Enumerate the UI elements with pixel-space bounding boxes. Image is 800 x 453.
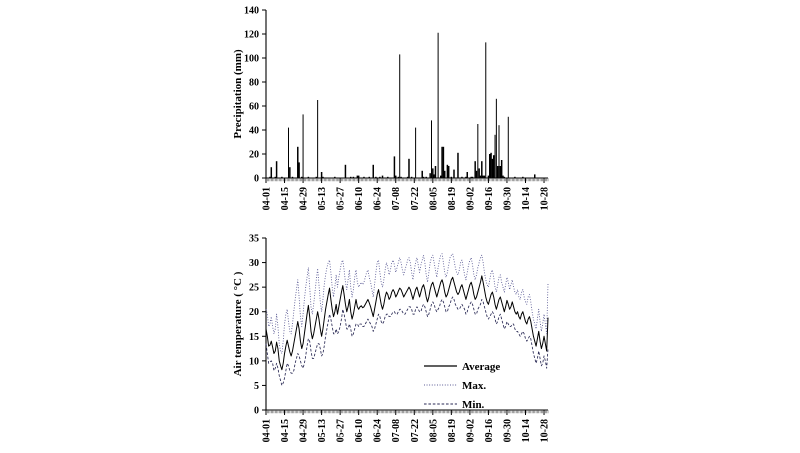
temperature-x-tick-label: 06-24: [373, 419, 384, 442]
temperature-y-tick-label: 30: [249, 258, 259, 269]
air-temperature-chart: 0 5 10 15 20 25 30 35 04-01 04-15 04-29 05-13 05-27 0…: [232, 234, 551, 443]
precipitation-y-tick-label: 40: [249, 126, 259, 137]
temperature-x-tick-label: 07-08: [391, 419, 402, 442]
precipitation-x-tick-label: 06-24: [373, 187, 384, 210]
precipitation-x-tick-label: 06-10: [354, 187, 365, 210]
temperature-x-tick-label: 04-15: [280, 419, 291, 442]
precipitation-x-tick-label: 09-02: [465, 187, 476, 210]
temperature-y-tick-label: 5: [254, 381, 259, 392]
temperature-y-tick-label: 0: [254, 406, 259, 417]
temperature-x-tick-label: 08-19: [447, 419, 458, 442]
temperature-x-tick-label: 09-02: [465, 419, 476, 442]
precipitation-x-tick-label: 04-15: [280, 187, 291, 210]
temperature-y-tick-label: 20: [249, 307, 259, 318]
precipitation-y-tick-label: 100: [244, 54, 259, 65]
precipitation-x-tick-label: 08-05: [428, 187, 439, 210]
precipitation-x-tick-label: 10-14: [521, 187, 532, 210]
temperature-x-tick-label: 06-10: [354, 419, 365, 442]
precipitation-y-tick-label: 80: [249, 78, 259, 89]
precipitation-y-tick-label: 0: [254, 174, 259, 185]
temperature-x-tick-label: 05-27: [336, 419, 347, 442]
legend-label-min: Min.: [462, 399, 485, 411]
temperature-series-min: [265, 296, 549, 386]
temperature-x-tick-label: 10-14: [521, 419, 532, 442]
temperature-legend: Average Max. Min.: [424, 361, 500, 411]
temperature-y-tick-label: 10: [249, 356, 259, 367]
temperature-x-tick-label: 09-16: [484, 419, 495, 442]
temperature-x-tick-label: 10-28: [540, 419, 551, 442]
temperature-x-tick-label: 08-05: [428, 419, 439, 442]
precipitation-x-tick-label: 10-28: [540, 187, 551, 210]
precipitation-x-tick-label: 05-13: [317, 187, 328, 210]
temperature-y-tick-label: 25: [249, 283, 259, 294]
precipitation-x-tick-label: 08-19: [447, 187, 458, 210]
temperature-x-tick-label: 05-13: [317, 419, 328, 442]
temperature-x-tick-label: 09-30: [502, 419, 513, 442]
precipitation-x-tick-label: 09-30: [502, 187, 513, 210]
temperature-y-tick-label: 15: [249, 332, 259, 343]
precipitation-y-tick-label: 20: [249, 150, 259, 161]
precipitation-y-tick-label: 120: [244, 30, 259, 41]
legend-label-max: Max.: [462, 380, 486, 392]
precipitation-y-tick-label: 60: [249, 102, 259, 113]
temperature-x-tick-label: 04-29: [299, 419, 310, 442]
temperature-x-tick-label: 07-22: [410, 419, 421, 442]
precipitation-x-tick-label: 07-22: [410, 187, 421, 210]
precipitation-x-tick-label: 05-27: [336, 187, 347, 210]
precipitation-x-tick-label: 07-08: [391, 187, 402, 210]
temperature-series-max: [265, 253, 549, 354]
legend-label-average: Average: [462, 361, 500, 373]
temperature-series-average: [265, 275, 549, 371]
precipitation-x-tick-label: 04-01: [262, 187, 273, 210]
precipitation-x-tick-label: 04-29: [299, 187, 310, 210]
temperature-x-tick-label: 04-01: [262, 419, 273, 442]
temperature-y-axis-title: Air temperature ( °C ): [232, 271, 244, 376]
precipitation-y-axis-title: Precipitation (mm): [232, 49, 244, 139]
precipitation-x-tick-label: 09-16: [484, 187, 495, 210]
precipitation-chart: 0 20 40 60 80 100 120 140 04-01 04-15 04-29 05-13 05…: [232, 6, 551, 211]
precipitation-y-tick-label: 140: [244, 6, 259, 17]
temperature-y-tick-label: 35: [249, 234, 259, 245]
